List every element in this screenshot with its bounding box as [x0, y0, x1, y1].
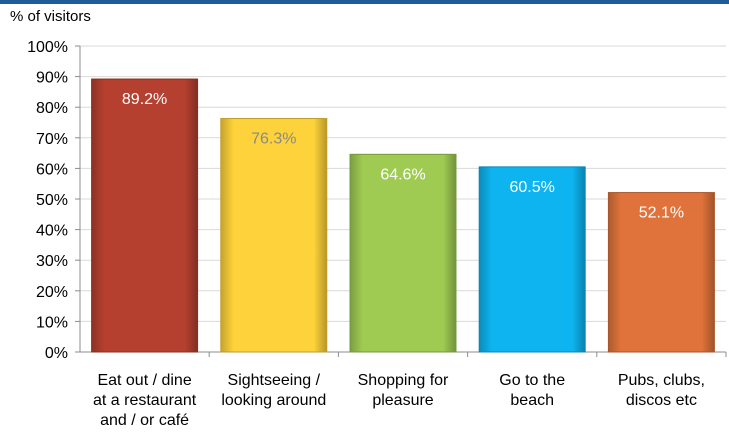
x-category-label: pleasure — [372, 392, 433, 409]
y-tick-label: 60% — [36, 161, 68, 178]
bar — [220, 118, 328, 353]
bar — [607, 192, 715, 353]
x-category-label: beach — [510, 392, 554, 409]
x-category-label: Pubs, clubs, — [618, 372, 705, 389]
y-tick-label: 30% — [36, 253, 68, 270]
x-category-label: Shopping for — [358, 372, 449, 389]
data-label: 64.6% — [380, 166, 425, 183]
y-tick-label: 50% — [36, 192, 68, 209]
x-category-label: Sightseeing / — [228, 372, 321, 389]
x-category-label: Go to the — [499, 372, 565, 389]
data-label: 60.5% — [510, 179, 555, 196]
data-label: 52.1% — [639, 205, 684, 222]
y-tick-label: 0% — [45, 345, 68, 362]
y-tick-label: 10% — [36, 314, 68, 331]
y-tick-label: 100% — [27, 39, 68, 56]
y-tick-label: 90% — [36, 70, 68, 87]
top-rule — [0, 0, 729, 4]
data-label: 89.2% — [122, 91, 167, 108]
bar — [91, 78, 199, 353]
y-tick-label: 20% — [36, 284, 68, 301]
x-category-label: looking around — [221, 392, 326, 409]
x-category-label: discos etc — [626, 392, 697, 409]
bar — [349, 153, 457, 353]
y-axis-unit-label: % of visitors — [10, 8, 91, 25]
bar — [478, 166, 586, 353]
data-label: 76.3% — [251, 131, 296, 148]
y-tick-label: 40% — [36, 223, 68, 240]
y-tick-label: 70% — [36, 131, 68, 148]
x-category-label: Eat out / dine — [97, 372, 191, 389]
y-tick-label: 80% — [36, 100, 68, 117]
x-category-label: and / or café — [100, 412, 189, 429]
x-category-label: at a restaurant — [93, 392, 197, 409]
